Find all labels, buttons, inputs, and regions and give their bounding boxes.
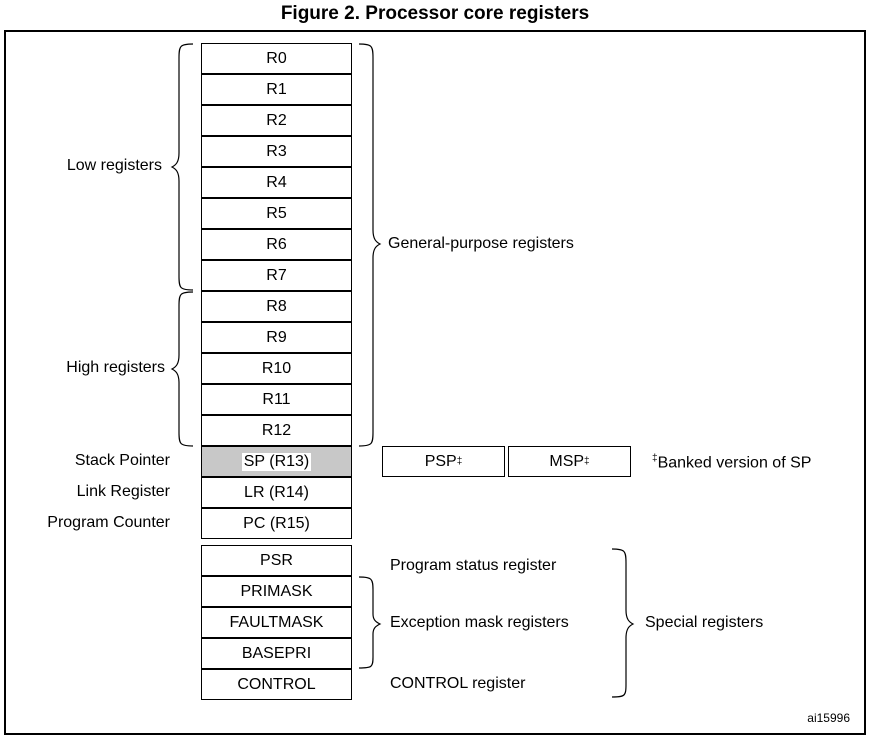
- label-control: CONTROL register: [390, 675, 526, 692]
- banked-note-text: Banked version of SP: [657, 454, 812, 472]
- psp-label: PSP: [424, 452, 457, 470]
- label-high-registers: High registers: [66, 359, 165, 376]
- msp-dagger: ‡: [584, 456, 590, 467]
- register-r0: R0: [201, 43, 352, 74]
- label-stack-pointer: Stack Pointer: [74, 452, 170, 469]
- general-purpose-brace: [358, 43, 382, 447]
- register-psp: PSP ‡: [382, 446, 505, 477]
- label-exception-mask: Exception mask registers: [390, 614, 569, 631]
- register-r3: R3: [201, 136, 352, 167]
- register-r1: R1: [201, 74, 352, 105]
- special-registers-brace: [611, 548, 635, 698]
- register-r8: R8: [201, 291, 352, 322]
- label-psr: Program status register: [390, 557, 557, 574]
- register-r2: R2: [201, 105, 352, 136]
- register-lr: LR (R14): [201, 477, 352, 508]
- register-r6: R6: [201, 229, 352, 260]
- register-basepri: BASEPRI: [201, 638, 352, 669]
- label-low-registers: Low registers: [66, 157, 162, 174]
- register-primask: PRIMASK: [201, 576, 352, 607]
- register-faultmask: FAULTMASK: [201, 607, 352, 638]
- register-r5: R5: [201, 198, 352, 229]
- register-control: CONTROL: [201, 669, 352, 700]
- label-link-register: Link Register: [76, 483, 170, 500]
- label-program-counter: Program Counter: [47, 514, 170, 531]
- low-registers-brace: [170, 43, 194, 291]
- msp-label: MSP: [549, 452, 585, 470]
- register-sp: SP (R13): [201, 446, 352, 477]
- high-registers-brace: [170, 291, 194, 447]
- register-msp: MSP ‡: [508, 446, 631, 477]
- register-r7: R7: [201, 260, 352, 291]
- label-special: Special registers: [645, 614, 764, 631]
- register-r9: R9: [201, 322, 352, 353]
- register-r11: R11: [201, 384, 352, 415]
- label-general-purpose: General-purpose registers: [388, 235, 574, 252]
- register-r12: R12: [201, 415, 352, 446]
- register-sp-label: SP (R13): [241, 452, 312, 471]
- figure-code: ai15996: [807, 711, 850, 725]
- note-dagger: ‡: [652, 453, 658, 464]
- register-r4: R4: [201, 167, 352, 198]
- figure-frame: [4, 30, 866, 735]
- register-r10: R10: [201, 353, 352, 384]
- register-psr: PSR: [201, 545, 352, 576]
- register-pc: PC (R15): [201, 508, 352, 539]
- psp-dagger: ‡: [456, 456, 463, 467]
- exception-mask-brace: [358, 576, 382, 669]
- banked-note: ‡Banked version of SP: [652, 453, 811, 472]
- figure-title: Figure 2. Processor core registers: [280, 3, 590, 24]
